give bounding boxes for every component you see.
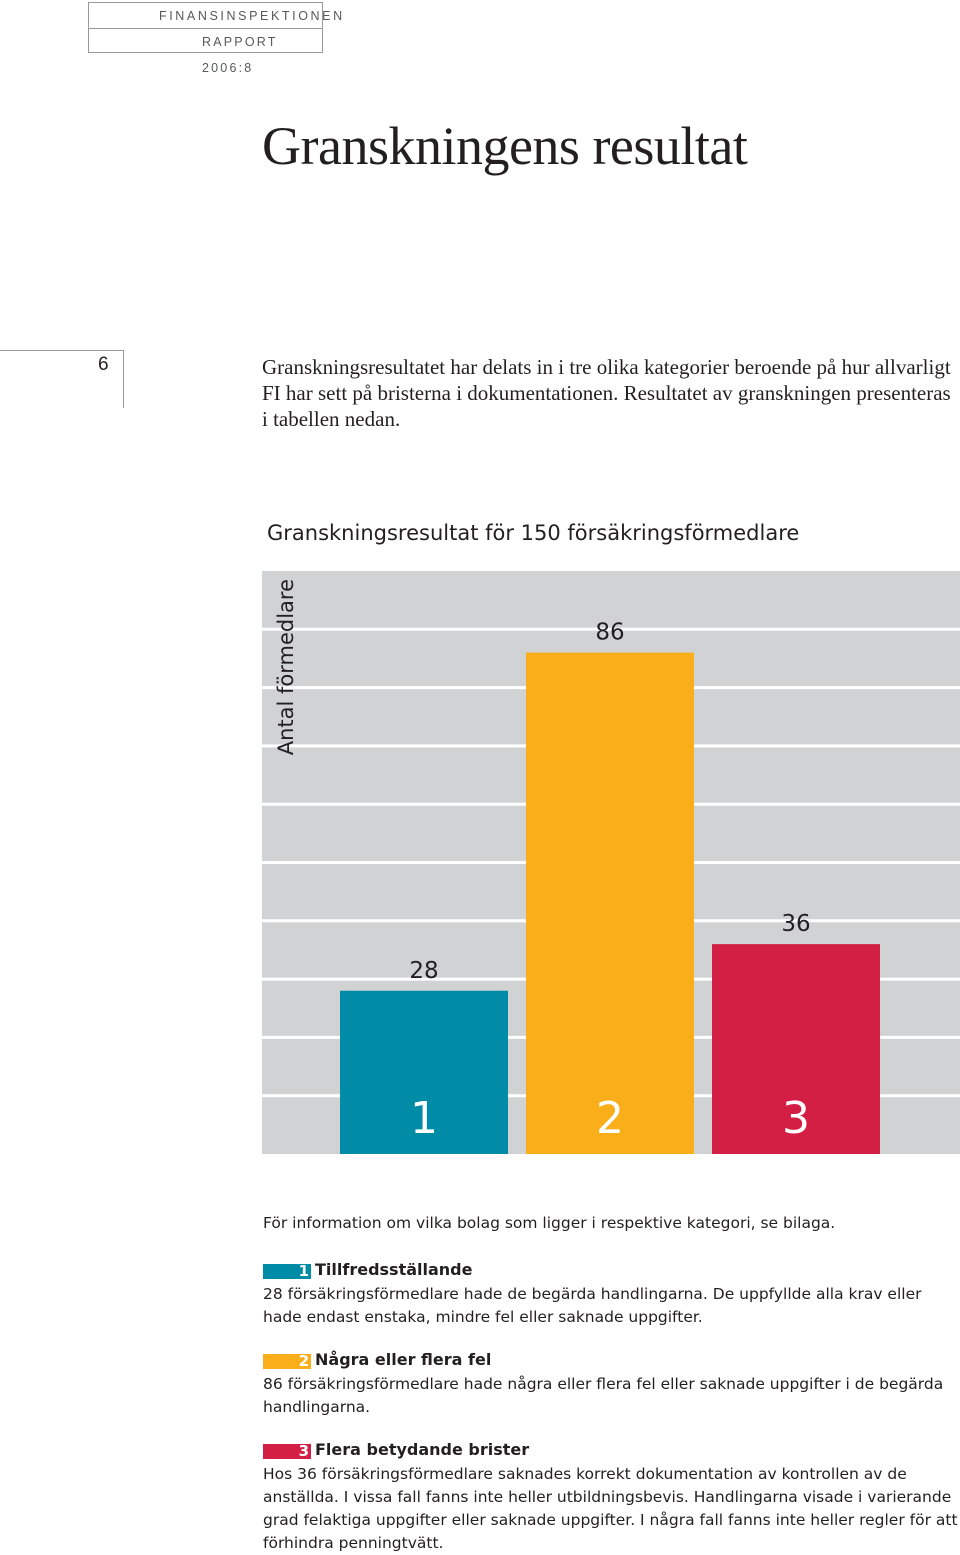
chart-title: Granskningsresultat för 150 försäkringsf… — [267, 521, 800, 545]
category-label-3: 3 — [782, 1093, 810, 1144]
legend-item-3: 3 Flera betydande brister Hos 36 försäkr… — [263, 1440, 958, 1555]
bar-chart: Antal förmedlare 28 1 86 2 36 3 — [262, 571, 960, 1154]
legend-swatch-1: 1 — [263, 1264, 311, 1279]
legend-item-1: 1 Tillfredsställande 28 försäkringsförme… — [263, 1260, 958, 1329]
legend-text-3: Hos 36 försäkringsförmedlare saknades ko… — [263, 1465, 958, 1552]
legend-title-1: Tillfredsställande — [315, 1260, 473, 1279]
header-org: FINANSINSPEKTIONEN — [89, 3, 342, 29]
bar-2 — [526, 652, 694, 1154]
legend-swatch-3: 3 — [263, 1444, 311, 1459]
bar-value-label-2: 86 — [595, 620, 624, 646]
page-title: Granskningens resultat — [262, 116, 748, 176]
legend-title-2: Några eller flera fel — [315, 1350, 492, 1369]
legend-note: För information om vilka bolag som ligge… — [263, 1214, 836, 1232]
category-label-2: 2 — [596, 1093, 624, 1144]
legend-title-3: Flera betydande brister — [315, 1440, 530, 1459]
bar-value-label-1: 28 — [409, 958, 438, 984]
legend-swatch-2: 2 — [263, 1354, 311, 1369]
page-number: 6 — [98, 354, 109, 375]
header-report-id: RAPPORT 2006:8 — [202, 35, 278, 75]
y-axis-label: Antal förmedlare — [274, 579, 298, 755]
legend-text-2: 86 försäkringsförmedlare hade några elle… — [263, 1375, 944, 1416]
page-number-rule — [0, 350, 124, 351]
report-header: FINANSINSPEKTIONEN RAPPORT 2006:8 — [88, 2, 342, 75]
bar-1 — [340, 990, 508, 1154]
bar-value-label-3: 36 — [781, 911, 810, 937]
bar-3 — [712, 944, 880, 1154]
category-label-1: 1 — [410, 1093, 438, 1144]
legend-text-1: 28 försäkringsförmedlare hade de begärda… — [263, 1285, 922, 1326]
page-number-rule-vertical — [123, 350, 124, 408]
legend-item-2: 2 Några eller flera fel 86 försäkringsfö… — [263, 1350, 958, 1419]
intro-paragraph: Granskningsresultatet har delats in i tr… — [262, 355, 951, 431]
